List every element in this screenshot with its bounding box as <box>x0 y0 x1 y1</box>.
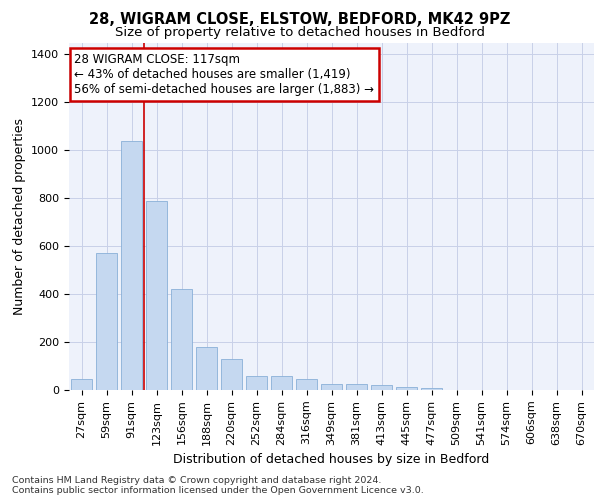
Bar <box>321 384 342 390</box>
Bar <box>71 379 92 390</box>
Bar <box>396 386 417 390</box>
Bar <box>346 384 367 390</box>
Bar <box>271 376 292 390</box>
Text: 28 WIGRAM CLOSE: 117sqm
← 43% of detached houses are smaller (1,419)
56% of semi: 28 WIGRAM CLOSE: 117sqm ← 43% of detache… <box>74 53 374 96</box>
Text: Contains public sector information licensed under the Open Government Licence v3: Contains public sector information licen… <box>12 486 424 495</box>
Bar <box>196 347 217 390</box>
Bar <box>221 360 242 390</box>
Bar <box>246 376 267 390</box>
Bar <box>121 141 142 390</box>
Bar <box>296 379 317 390</box>
Text: Contains HM Land Registry data © Crown copyright and database right 2024.: Contains HM Land Registry data © Crown c… <box>12 476 382 485</box>
Bar <box>96 253 117 390</box>
Bar <box>421 388 442 390</box>
X-axis label: Distribution of detached houses by size in Bedford: Distribution of detached houses by size … <box>173 453 490 466</box>
Text: Size of property relative to detached houses in Bedford: Size of property relative to detached ho… <box>115 26 485 39</box>
Bar <box>171 290 192 390</box>
Text: 28, WIGRAM CLOSE, ELSTOW, BEDFORD, MK42 9PZ: 28, WIGRAM CLOSE, ELSTOW, BEDFORD, MK42 … <box>89 12 511 28</box>
Y-axis label: Number of detached properties: Number of detached properties <box>13 118 26 315</box>
Bar <box>371 385 392 390</box>
Bar <box>146 200 167 390</box>
